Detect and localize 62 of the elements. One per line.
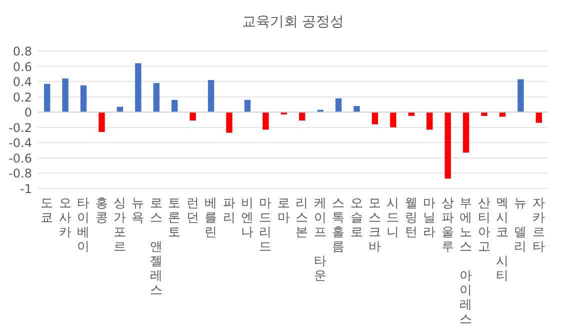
x-tick-label: 뉴 델리 [514,195,528,254]
y-tick-label: -0.8 [8,166,32,181]
y-tick-label: -0.6 [8,151,32,166]
bar [354,106,360,112]
bar [244,100,251,112]
x-tick-label: 비엔나 [240,195,254,239]
bar [135,63,142,112]
x-tick-label: 오사카 [58,195,72,239]
bar [226,112,232,133]
bar [153,83,160,112]
x-tick-label: 홍콩 [95,195,108,224]
bar [372,112,378,124]
bar [80,85,87,112]
chart-title: 교육기회 공정성 [242,14,344,30]
x-tick-label: 베를린 [204,195,218,239]
y-tick-label: 0.4 [12,75,32,90]
bar [299,112,306,121]
bar [62,78,68,112]
x-tick-label: 스톡홀름 [332,195,346,254]
x-tick-label: 싱가포르 [113,195,126,254]
x-tick-label: 로스 앤젤레스 [150,195,163,297]
y-tick-label: -0.2 [8,120,32,135]
bar [44,84,50,112]
x-tick-label: 오슬로 [350,195,364,239]
x-tick-label: 모스크바 [368,195,382,254]
x-tick-label: 뉴욕 [132,195,145,224]
y-tick-label: 0.8 [12,44,32,58]
x-tick-label: 자카르타 [532,195,546,254]
bar [536,112,542,123]
x-tick-label: 마닐라 [423,195,436,239]
y-tick-label: 0 [24,106,32,120]
y-tick-label: -1 [20,182,32,196]
x-tick-label: 시드니 [386,195,400,239]
x-tick-label: 상파울루 [441,195,454,254]
bar [481,112,488,116]
bar [262,112,269,130]
bar [208,80,214,112]
y-tick-label: 0.2 [12,90,32,104]
x-tick-label: 토론토 [168,195,182,239]
x-tick-label: 케이프 타운 [314,195,327,282]
bar [98,112,105,132]
x-tick-label: 런던 [186,195,200,224]
bar [444,112,451,179]
y-tick-label: -0.4 [8,136,32,150]
x-tick-label: 부에노스 아이레스 [460,195,473,325]
x-tick-label: 타이베이 [77,195,90,254]
bar [335,98,342,112]
x-tick-label: 멕시코 시티 [496,195,509,282]
x-tick-label: 마드리드 [259,195,272,254]
x-tick-label: 웰링턴 [404,195,418,239]
bar [190,112,196,121]
x-tick-label: 산티아고 [478,195,491,254]
x-tick-label: 로마 [277,195,290,224]
x-tick-label: 파리 [222,195,236,224]
bar [518,79,524,112]
bar [172,100,178,112]
bar [390,112,396,128]
x-tick-label: 도쿄 [40,195,54,224]
bar [462,112,470,153]
x-tick-label: 리스본 [296,195,309,239]
y-tick-label: 0.6 [12,60,32,74]
bar [426,112,433,130]
